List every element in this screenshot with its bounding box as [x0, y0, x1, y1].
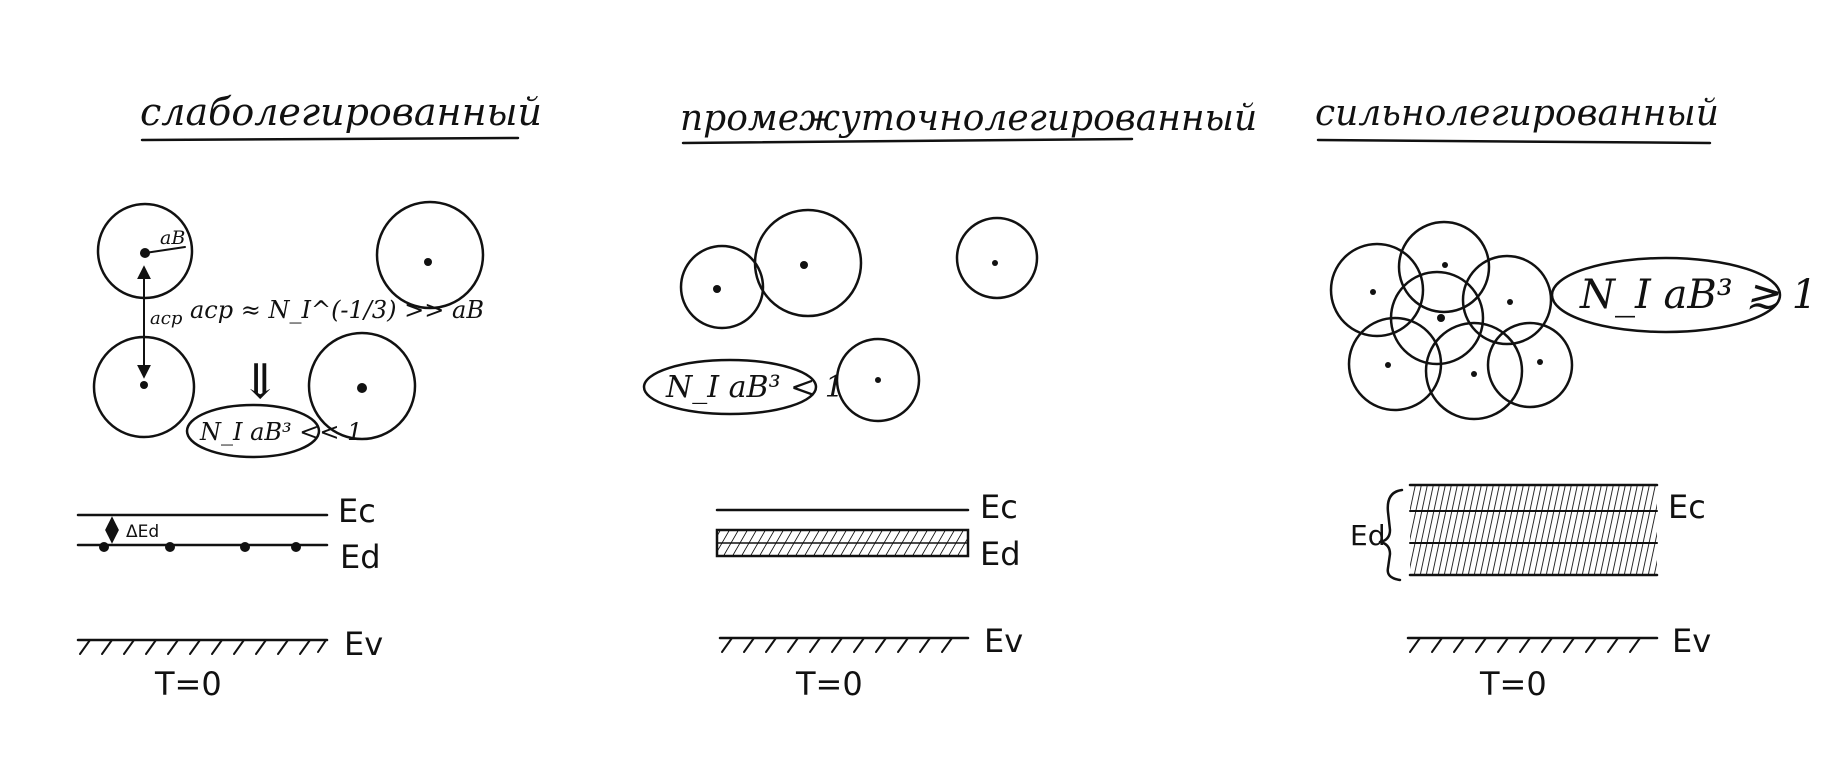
column-weak: слаболегированный aB aср aср ≈ N_I^(-1/3…	[78, 90, 542, 703]
impurity-orbit	[755, 210, 861, 316]
donor-electron	[291, 542, 301, 552]
condition-intermediate: N_I aB³ < 1	[665, 370, 844, 405]
impurity-orbit	[377, 202, 483, 308]
impurity-center	[1471, 371, 1477, 377]
impurity-center	[800, 261, 808, 269]
title-strong: сильнолегированный	[1315, 93, 1719, 134]
label-ed: Ed	[340, 538, 381, 576]
label-delta-ed: ΔEd	[126, 522, 159, 542]
label-ec: Ec	[1668, 488, 1706, 526]
donor-electron	[99, 542, 109, 552]
label-ab: aB	[160, 227, 185, 249]
impurity-center	[1437, 314, 1445, 322]
impurity-center	[713, 285, 721, 293]
condition-weak: N_I aB³ << 1	[199, 418, 362, 446]
relation-text: aср ≈ N_I^(-1/3) >> aB	[190, 296, 484, 324]
impurity-center	[140, 381, 148, 389]
label-ev: Ev	[984, 622, 1023, 660]
impurity-band	[1410, 485, 1657, 575]
label-ec: Ec	[980, 488, 1018, 526]
title-underline	[683, 139, 1132, 143]
valence-hatching	[80, 640, 326, 654]
column-strong: сильнолегированный N_I aB³ ≳ 1 Ed Ec	[1315, 93, 1817, 703]
impurity-orbit	[957, 218, 1037, 298]
impurity-orbit	[681, 246, 763, 328]
title-underline	[1318, 140, 1710, 143]
valence-hatching	[722, 638, 952, 652]
label-ec: Ec	[338, 492, 376, 530]
impurity-center	[1442, 262, 1448, 268]
impurity-center	[424, 258, 432, 266]
impurity-center	[1537, 359, 1543, 365]
label-temperature: T=0	[154, 665, 222, 703]
impurity-center	[1385, 362, 1391, 368]
label-temperature: T=0	[795, 665, 863, 703]
impurity-orbit	[1488, 323, 1572, 407]
title-intermediate: промежуточнолегированный	[680, 98, 1257, 139]
title-underline	[142, 138, 518, 140]
double-arrow-icon: ⇓	[240, 354, 280, 410]
donor-electron	[240, 542, 250, 552]
impurity-center	[1370, 289, 1376, 295]
label-ed: Ed	[1350, 519, 1385, 552]
label-temperature: T=0	[1479, 665, 1547, 703]
impurity-center	[875, 377, 881, 383]
donor-electron	[165, 542, 175, 552]
label-acp: aср	[150, 308, 183, 329]
impurity-center	[1507, 299, 1513, 305]
column-intermediate: промежуточнолегированный N_I aB³ < 1 Ec …	[644, 98, 1257, 703]
impurity-center	[992, 260, 998, 266]
label-ev: Ev	[1672, 622, 1711, 660]
label-ev: Ev	[344, 625, 383, 663]
label-ed: Ed	[980, 535, 1021, 573]
title-weak: слаболегированный	[140, 90, 542, 134]
impurity-center	[357, 383, 367, 393]
condition-strong: N_I aB³ ≳ 1	[1579, 272, 1817, 318]
valence-hatching	[1410, 638, 1640, 652]
